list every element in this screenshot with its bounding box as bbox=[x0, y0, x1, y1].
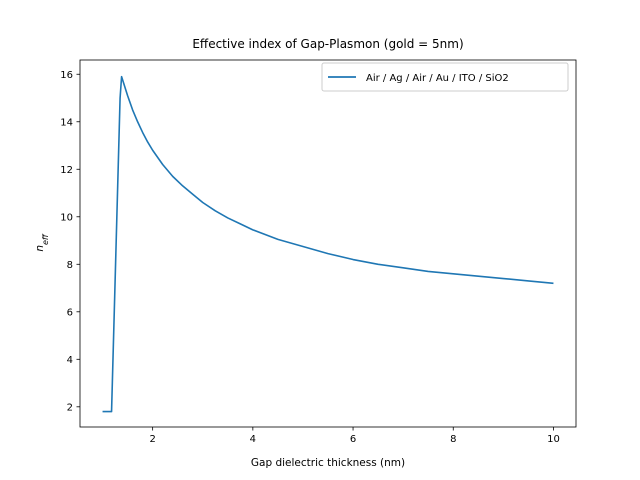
series-line-0 bbox=[102, 75, 554, 413]
x-tick-label-2: 2 bbox=[149, 434, 155, 445]
y-axis-title-base: n bbox=[34, 245, 46, 252]
x-axis-title: Gap dielectric thickness (nm) bbox=[251, 457, 405, 469]
plot-area: 2 4 6 8 10 2 4 6 8 10 12 14 16 bbox=[60, 59, 577, 445]
y-axis-title: neff bbox=[34, 233, 50, 252]
y-tick-label-2: 2 bbox=[67, 402, 73, 413]
y-tick-label-16: 16 bbox=[60, 70, 73, 81]
y-tick-label-12: 12 bbox=[60, 165, 73, 176]
x-tick-label-6: 6 bbox=[350, 434, 356, 445]
x-tick-label-8: 8 bbox=[450, 434, 456, 445]
chart-title: Effective index of Gap-Plasmon (gold = 5… bbox=[192, 37, 463, 51]
y-tick-label-8: 8 bbox=[67, 260, 73, 271]
legend-box bbox=[321, 62, 569, 92]
y-tick-label-6: 6 bbox=[67, 307, 73, 318]
y-tick-label-14: 14 bbox=[60, 117, 73, 128]
legend-label: Air / Ag / Air / Au / ITO / SiO2 bbox=[366, 73, 509, 84]
legend: Air / Ag / Air / Au / ITO / SiO2 bbox=[321, 62, 569, 92]
axes-frame bbox=[79, 59, 577, 428]
y-axis-title-subscript: eff bbox=[41, 233, 50, 245]
y-tick-label-4: 4 bbox=[67, 355, 73, 366]
x-tick-label-4: 4 bbox=[250, 434, 256, 445]
y-tick-label-10: 10 bbox=[60, 212, 73, 223]
x-tick-label-10: 10 bbox=[547, 434, 560, 445]
